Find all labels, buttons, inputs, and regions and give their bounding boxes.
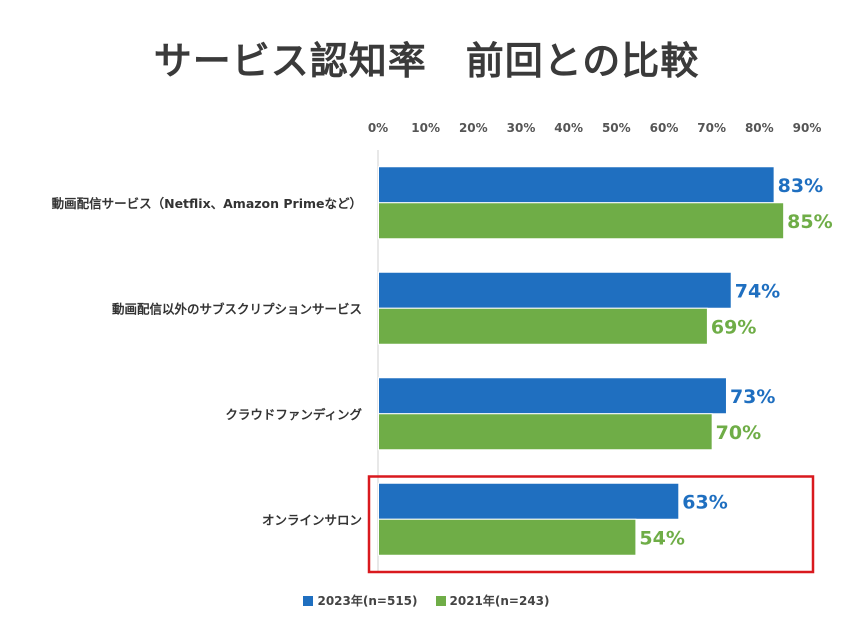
data-label: 73% bbox=[730, 386, 775, 408]
data-label: 69% bbox=[711, 316, 756, 338]
x-tick-label: 60% bbox=[650, 121, 679, 135]
x-tick-label: 70% bbox=[697, 121, 726, 135]
x-tick-label: 10% bbox=[411, 121, 440, 135]
data-label: 70% bbox=[716, 422, 761, 444]
legend-item: 2023年(n=515) bbox=[303, 592, 418, 609]
x-tick-label: 30% bbox=[507, 121, 536, 135]
data-label: 85% bbox=[787, 211, 832, 233]
category-label: クラウドファンディング bbox=[225, 407, 362, 422]
bar-series2 bbox=[378, 307, 708, 345]
category-label: オンラインサロン bbox=[262, 512, 362, 527]
category-label: 動画配信サービス（Netflix、Amazon Primeなど） bbox=[52, 196, 362, 211]
legend-label: 2023年(n=515) bbox=[317, 594, 418, 608]
x-tick-label: 80% bbox=[745, 121, 774, 135]
data-label: 63% bbox=[682, 491, 727, 513]
x-tick-label: 0% bbox=[368, 121, 388, 135]
chart-legend: 2023年(n=515) 2021年(n=243) bbox=[0, 592, 853, 609]
bar-series2 bbox=[378, 518, 637, 556]
x-tick-label: 40% bbox=[554, 121, 583, 135]
bar-series1 bbox=[378, 271, 732, 309]
data-label: 83% bbox=[778, 175, 823, 197]
x-tick-label: 90% bbox=[793, 121, 822, 135]
bar-series1 bbox=[378, 377, 727, 415]
bar-series2 bbox=[378, 202, 785, 240]
data-label: 54% bbox=[639, 527, 684, 549]
legend-item: 2021年(n=243) bbox=[435, 592, 550, 609]
legend-label: 2021年(n=243) bbox=[449, 594, 550, 608]
legend-swatch bbox=[303, 595, 314, 606]
bar-series1 bbox=[378, 482, 680, 520]
data-label: 74% bbox=[735, 280, 780, 302]
x-tick-label: 20% bbox=[459, 121, 488, 135]
bar-series2 bbox=[378, 413, 713, 451]
highlight-box bbox=[367, 475, 815, 574]
legend-swatch bbox=[435, 595, 446, 606]
x-tick-label: 50% bbox=[602, 121, 631, 135]
bar-series1 bbox=[378, 166, 775, 204]
chart-title: サービス認知率 前回との比較 bbox=[153, 39, 700, 83]
category-label: 動画配信以外のサブスクリプションサービス bbox=[112, 301, 362, 316]
